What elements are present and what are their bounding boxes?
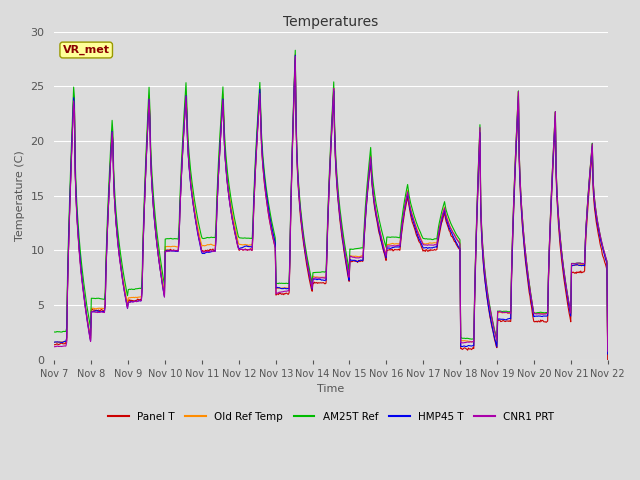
Panel T [415,239,423,245]
Old Ref Temp [118,265,125,271]
CNR1 PRT [399,216,407,222]
HMP45 T [415,236,423,242]
Y-axis label: Temperature (C): Temperature (C) [15,150,25,241]
CNR1 PRT [51,344,58,349]
HMP45 T [203,249,211,255]
Old Ref Temp [399,214,407,219]
HMP45 T [118,267,125,273]
AM25T Ref [118,257,125,263]
Old Ref Temp [415,231,423,237]
Line: AM25T Ref: AM25T Ref [54,50,608,352]
Line: HMP45 T: HMP45 T [54,55,608,354]
Panel T [399,220,407,226]
Old Ref Temp [61,339,68,345]
Old Ref Temp [51,339,58,345]
Panel T [173,249,181,254]
CNR1 PRT [118,269,125,275]
Old Ref Temp [173,244,181,250]
HMP45 T [604,351,612,357]
AM25T Ref [415,227,423,232]
Panel T [604,357,612,362]
Old Ref Temp [203,242,211,248]
HMP45 T [61,338,68,344]
CNR1 PRT [604,348,612,354]
Legend: Panel T, Old Ref Temp, AM25T Ref, HMP45 T, CNR1 PRT: Panel T, Old Ref Temp, AM25T Ref, HMP45 … [104,408,558,426]
CNR1 PRT [203,249,211,254]
AM25T Ref [61,329,68,335]
Panel T [118,267,125,273]
Line: Old Ref Temp: Old Ref Temp [54,54,608,352]
AM25T Ref [604,349,612,355]
Line: CNR1 PRT: CNR1 PRT [54,57,608,351]
X-axis label: Time: Time [317,384,345,395]
HMP45 T [51,339,58,345]
CNR1 PRT [61,343,68,349]
Panel T [291,58,299,63]
Panel T [51,342,58,348]
HMP45 T [173,249,181,254]
AM25T Ref [173,236,181,242]
CNR1 PRT [415,233,423,239]
AM25T Ref [203,235,211,240]
Title: Temperatures: Temperatures [284,15,379,29]
Line: Panel T: Panel T [54,60,608,360]
CNR1 PRT [291,54,299,60]
Panel T [61,341,68,347]
AM25T Ref [51,329,58,335]
Text: VR_met: VR_met [63,45,109,55]
AM25T Ref [399,207,407,213]
Old Ref Temp [604,349,612,355]
Panel T [203,248,211,253]
AM25T Ref [291,48,299,53]
HMP45 T [399,216,407,222]
HMP45 T [291,52,299,58]
CNR1 PRT [173,248,181,254]
Old Ref Temp [291,51,299,57]
